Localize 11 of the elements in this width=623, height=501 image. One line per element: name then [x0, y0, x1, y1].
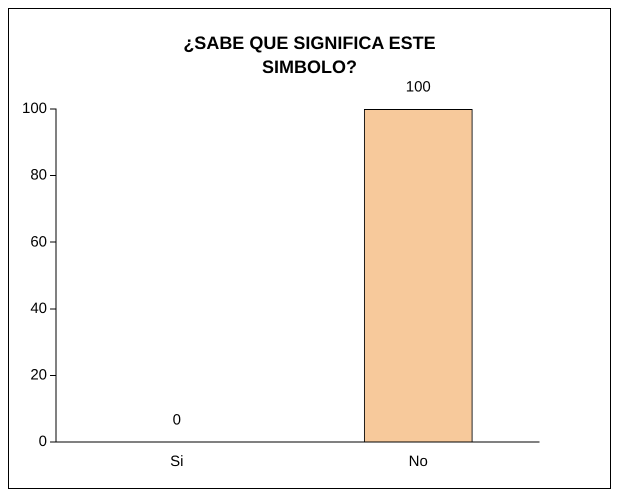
x-tick-label: Si — [170, 453, 184, 470]
y-tick-label: 60 — [30, 233, 48, 250]
y-tick-label: 40 — [30, 300, 48, 317]
y-tick-label: 80 — [30, 166, 48, 184]
x-tick-label: No — [408, 453, 428, 470]
y-tick-label: 100 — [22, 100, 48, 118]
chart-title: ¿SABE QUE SIGNIFICA ESTE SIMBOLO? — [182, 32, 437, 79]
y-tick-label: 0 — [38, 433, 48, 450]
y-tick-label: 20 — [30, 366, 48, 384]
data-label: 0 — [172, 412, 181, 429]
data-label: 100 — [406, 78, 431, 96]
